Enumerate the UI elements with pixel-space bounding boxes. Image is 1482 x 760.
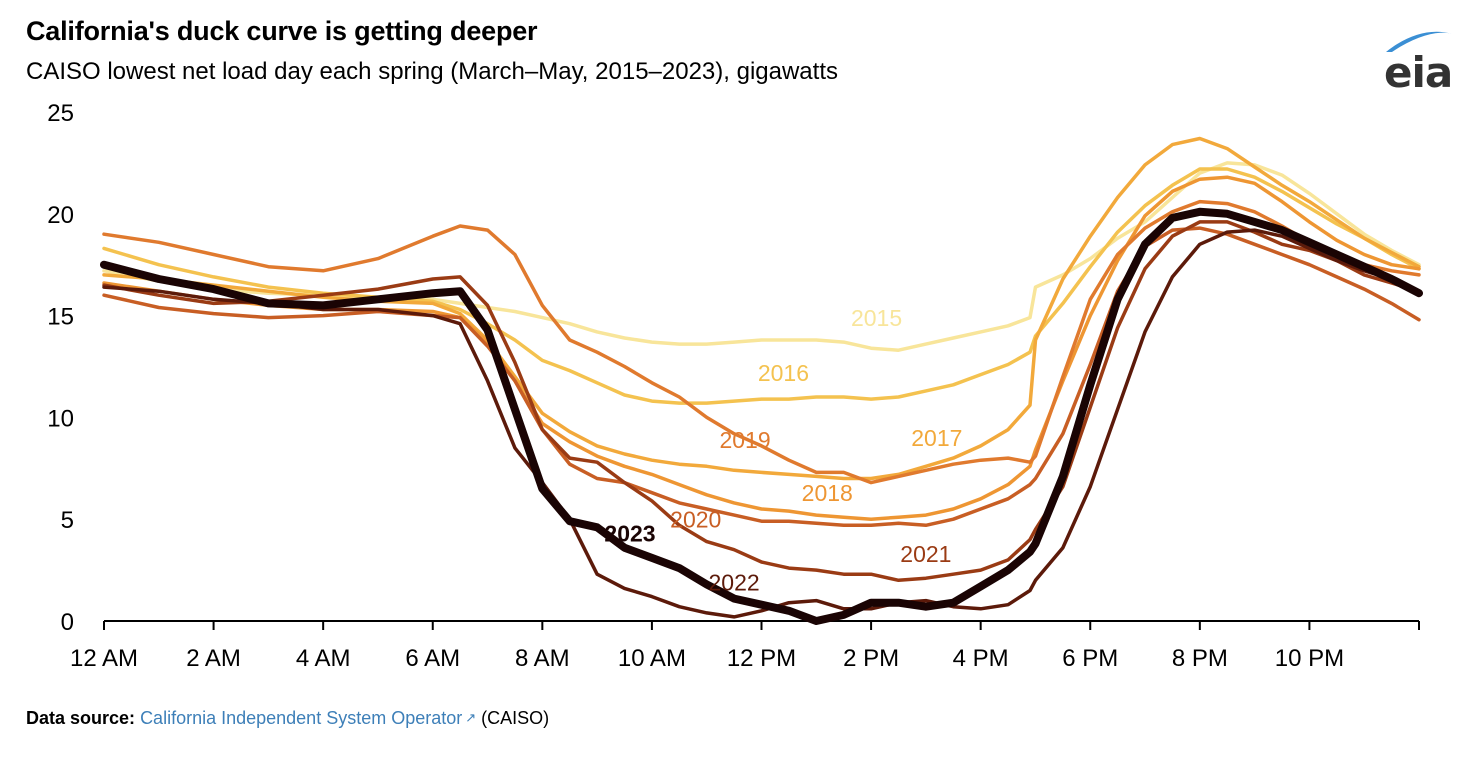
y-tick-label: 0 bbox=[61, 609, 74, 636]
series-labels: 2015 2016 2017 2018 2019 2020 2021 2022 2023 bbox=[604, 305, 962, 596]
series-line-2015 bbox=[102, 161, 1421, 352]
y-tick-label: 5 bbox=[61, 507, 74, 534]
series-label-2016: 2016 bbox=[758, 360, 809, 386]
x-tick-label: 8 AM bbox=[515, 645, 570, 672]
x-tick-label: 6 AM bbox=[405, 645, 460, 672]
x-tick-label: 12 AM bbox=[70, 645, 138, 672]
series-line-2016 bbox=[102, 167, 1421, 405]
x-tick-label: 12 PM bbox=[727, 645, 796, 672]
series-label-2020: 2020 bbox=[670, 506, 721, 532]
y-tick-label: 25 bbox=[47, 100, 74, 127]
x-axis: 12 AM 2 AM 4 AM 6 AM 8 AM 10 AM 12 PM 2 PM 4 PM 6… bbox=[70, 620, 1420, 672]
series-label-2023: 2023 bbox=[604, 521, 655, 547]
data-source-label: Data source: bbox=[26, 708, 136, 728]
x-tick-label: 8 PM bbox=[1172, 645, 1228, 672]
data-source-suffix: (CAISO) bbox=[481, 708, 550, 728]
logo-text: eia bbox=[1384, 48, 1453, 97]
x-tick-label: 10 AM bbox=[618, 645, 686, 672]
x-tick-label: 6 PM bbox=[1062, 645, 1118, 672]
external-link-icon[interactable]: ↗︎ bbox=[465, 710, 477, 725]
x-tick-label: 4 PM bbox=[953, 645, 1009, 672]
series-label-2019: 2019 bbox=[719, 427, 770, 453]
x-tick-label: 2 AM bbox=[186, 645, 241, 672]
series-label-2015: 2015 bbox=[851, 305, 902, 331]
chart-title: California's duck curve is getting deepe… bbox=[26, 16, 538, 46]
data-source: Data source: California Independent Syst… bbox=[26, 708, 549, 729]
series-label-2017: 2017 bbox=[911, 425, 962, 451]
chart-subtitle: CAISO lowest net load day each spring (M… bbox=[26, 58, 838, 85]
y-tick-label: 15 bbox=[47, 304, 74, 331]
eia-logo[interactable]: eia bbox=[1372, 18, 1462, 98]
caiso-link[interactable]: California Independent System Operator bbox=[140, 708, 463, 728]
series-line-2019 bbox=[102, 199, 1421, 485]
series-line-2022 bbox=[102, 228, 1421, 619]
x-tick-label: 10 PM bbox=[1275, 645, 1344, 672]
y-tick-label: 20 bbox=[47, 202, 74, 229]
series-line-2021 bbox=[102, 220, 1421, 583]
series-lines bbox=[100, 136, 1423, 625]
logo-arc-icon bbox=[1386, 31, 1452, 52]
x-tick-label: 4 AM bbox=[296, 645, 351, 672]
series-label-2021: 2021 bbox=[900, 541, 951, 567]
series-line-2023 bbox=[100, 207, 1423, 625]
x-tick-label: 2 PM bbox=[843, 645, 899, 672]
y-tick-label: 10 bbox=[47, 405, 74, 432]
y-axis: 0 5 10 15 20 25 bbox=[47, 100, 74, 636]
series-label-2022: 2022 bbox=[709, 569, 760, 595]
series-line-2018 bbox=[102, 175, 1421, 521]
series-label-2018: 2018 bbox=[802, 480, 853, 506]
